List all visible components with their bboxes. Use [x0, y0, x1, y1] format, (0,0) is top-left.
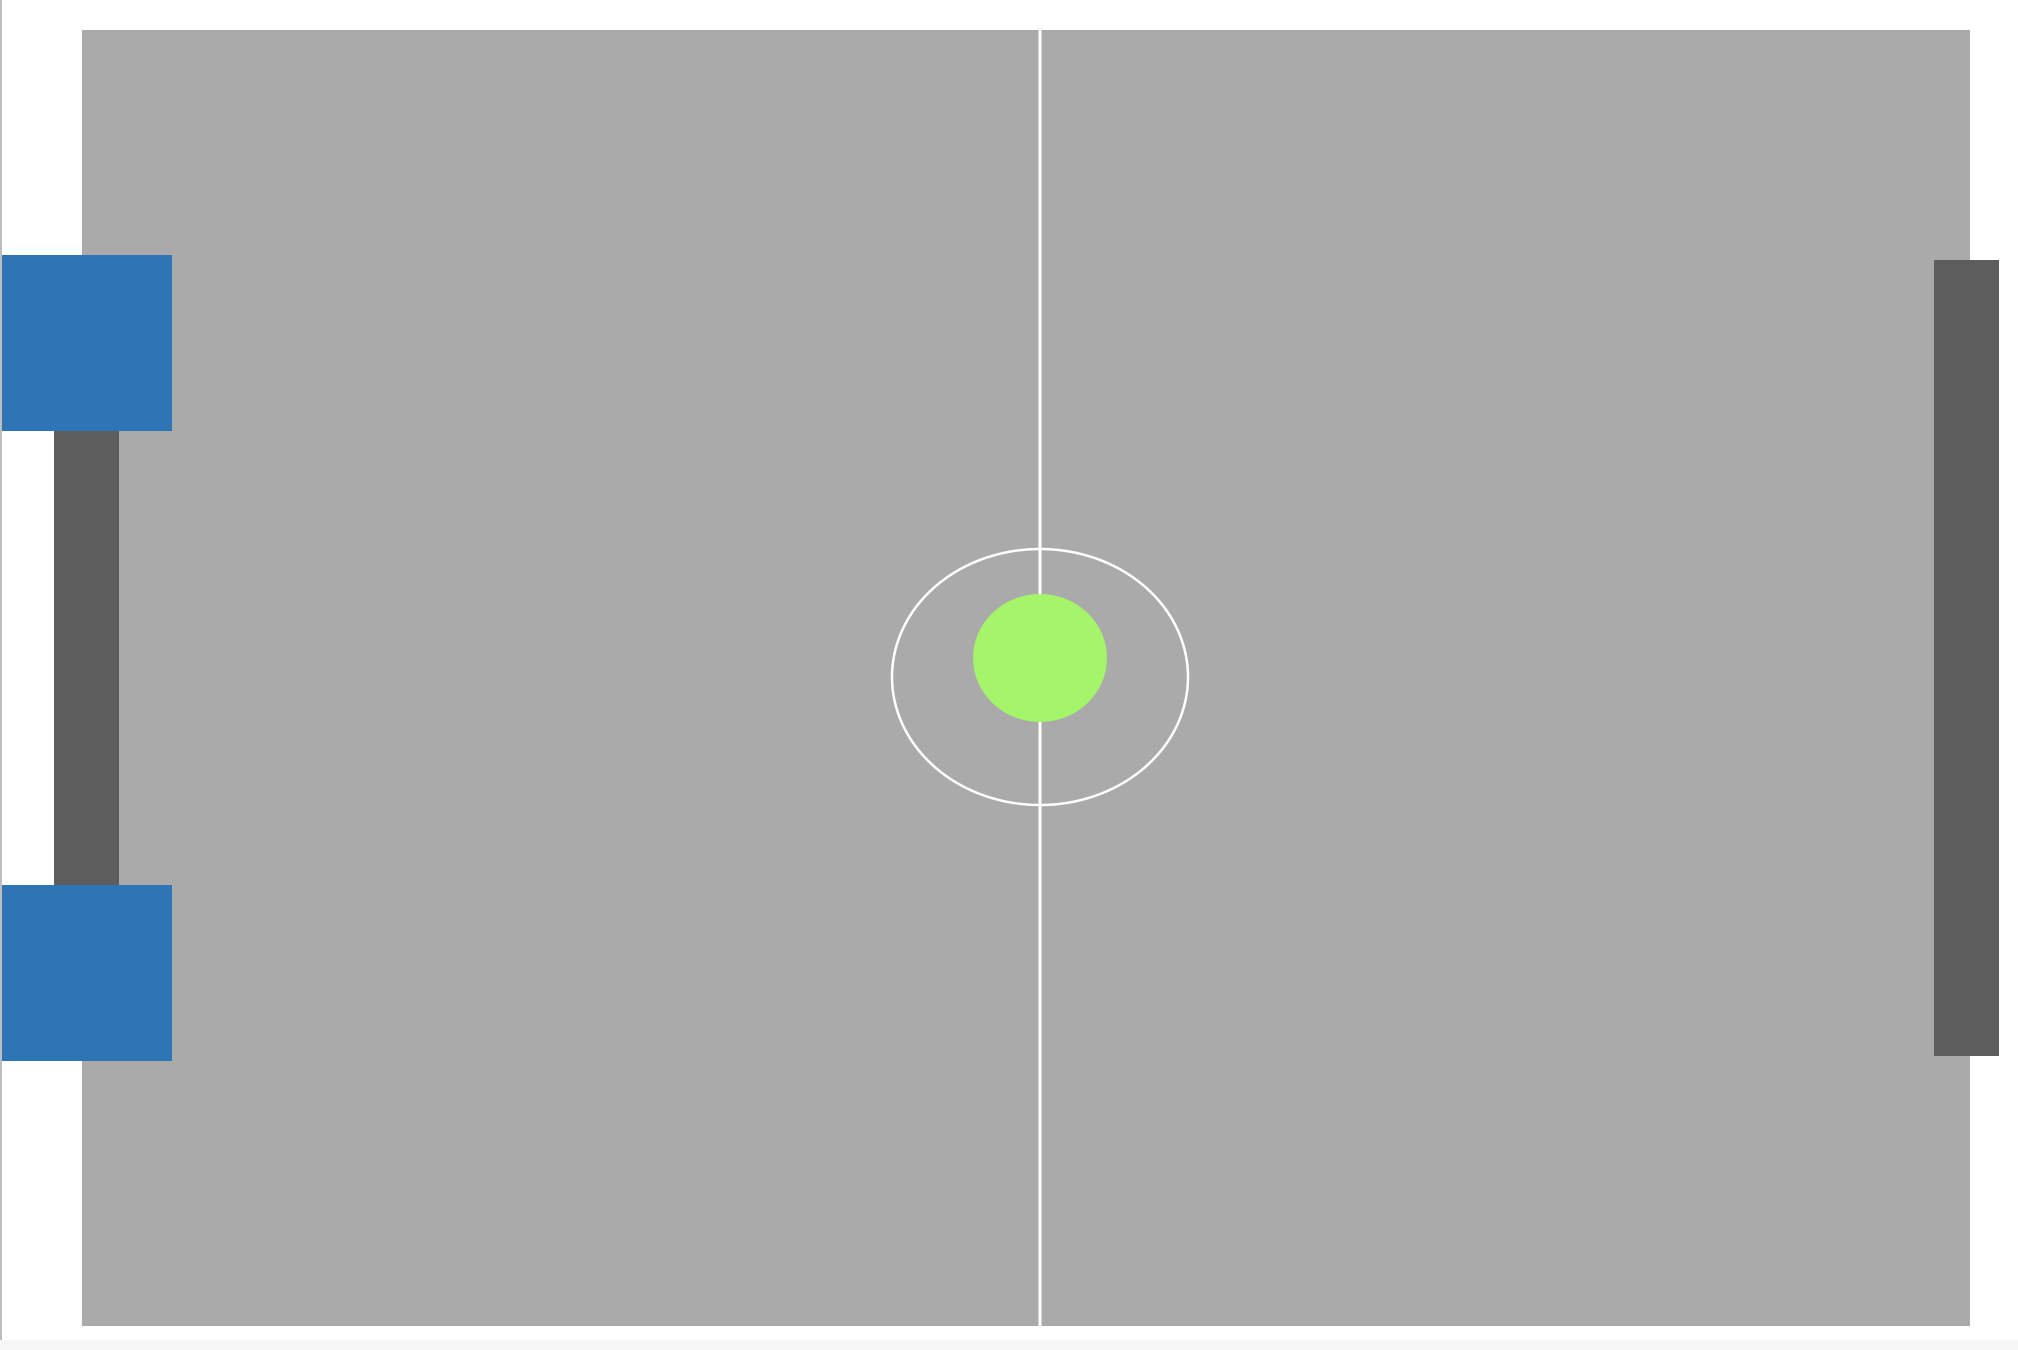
right-paddle[interactable] [1934, 260, 1999, 1056]
game-field [82, 30, 1970, 1326]
center-circle [890, 547, 1190, 807]
goal-block-bottom [2, 885, 172, 1061]
left-paddle[interactable] [54, 430, 119, 886]
puck-icon[interactable] [973, 594, 1107, 722]
goal-block-top [2, 255, 172, 431]
window-bottom-strip [0, 1340, 2018, 1350]
window-left-edge [0, 0, 2, 1350]
